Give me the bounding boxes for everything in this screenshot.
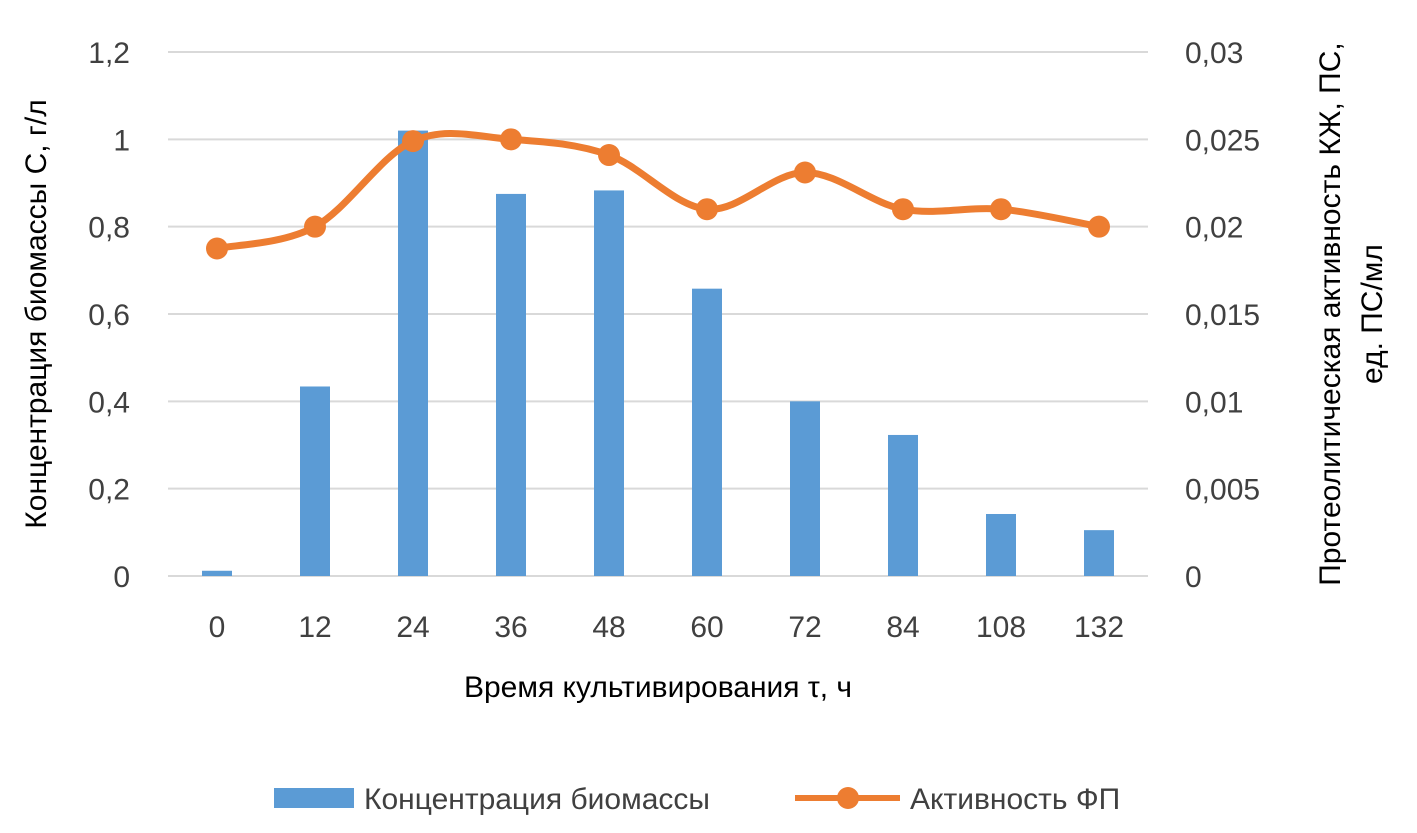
line-marker: [598, 144, 620, 167]
bar: [1084, 530, 1114, 576]
legend-line-label: Активность ФП: [910, 783, 1120, 816]
x-axis-title: Время культивирования τ, ч: [464, 671, 852, 704]
y-tick-label: 1,2: [88, 37, 130, 70]
bar: [202, 570, 232, 576]
legend-bar-label: Концентрация биомассы: [364, 783, 710, 816]
y2-tick-label: 0,005: [1185, 474, 1260, 507]
line-marker: [206, 237, 228, 260]
y2-tick-label: 0,015: [1185, 299, 1260, 332]
bar: [594, 190, 624, 576]
x-tick-label: 132: [1074, 611, 1124, 644]
bar-series: [202, 130, 1114, 576]
right-axis-ticks: 0 0,005 0,01 0,015 0,02 0,025 0,03: [1185, 37, 1260, 594]
legend-line-marker: [837, 787, 859, 809]
y2-axis-title-line2: ед. ПС/мл: [1356, 244, 1389, 384]
left-axis-ticks: 0 0,2 0,4 0,6 0,8 1 1,2: [88, 37, 130, 594]
line-path: [216, 130, 1100, 252]
line-marker: [892, 198, 914, 221]
y2-tick-label: 0,02: [1185, 212, 1243, 245]
x-tick-label: 48: [592, 611, 625, 644]
line-series: [206, 128, 1110, 260]
y-tick-label: 0,4: [88, 386, 130, 419]
line-marker: [990, 198, 1012, 221]
x-tick-label: 0: [209, 611, 226, 644]
x-tick-label: 84: [886, 611, 919, 644]
legend-bar-swatch: [274, 788, 354, 808]
y2-tick-label: 0,01: [1185, 386, 1243, 419]
y-tick-label: 0,6: [88, 299, 130, 332]
line-marker: [1088, 215, 1110, 238]
legend: Концентрация биомассы Активность ФП: [274, 783, 1120, 816]
line-marker: [402, 130, 424, 153]
bar: [888, 434, 918, 576]
y2-tick-label: 0: [1185, 561, 1202, 594]
bar: [398, 130, 428, 576]
line-marker: [500, 128, 522, 151]
bar: [692, 288, 722, 576]
line-marker: [304, 215, 326, 238]
x-tick-label: 108: [976, 611, 1026, 644]
y-tick-label: 0,8: [88, 212, 130, 245]
y-axis-title: Концентрация биомассы С, г/л: [20, 99, 53, 528]
y2-tick-label: 0,025: [1185, 124, 1260, 157]
y-tick-label: 1: [113, 124, 130, 157]
bar: [790, 401, 820, 576]
y2-axis-title-line1: Протеолитическая активность КЖ, ПС,: [1314, 42, 1347, 585]
bar: [496, 193, 526, 576]
x-tick-label: 12: [298, 611, 331, 644]
y2-tick-label: 0,03: [1185, 37, 1243, 70]
x-tick-label: 36: [494, 611, 527, 644]
line-marker: [696, 198, 718, 221]
x-tick-label: 24: [396, 611, 429, 644]
bar: [300, 386, 330, 576]
x-axis-ticks: 0 12 24 36 48 60 72 84 108 132: [209, 611, 1124, 644]
bar: [986, 513, 1016, 576]
gridlines: [168, 51, 1148, 577]
line-marker: [794, 161, 816, 184]
x-tick-label: 72: [788, 611, 821, 644]
y-tick-label: 0,2: [88, 474, 130, 507]
x-tick-label: 60: [690, 611, 723, 644]
y-tick-label: 0: [113, 561, 130, 594]
